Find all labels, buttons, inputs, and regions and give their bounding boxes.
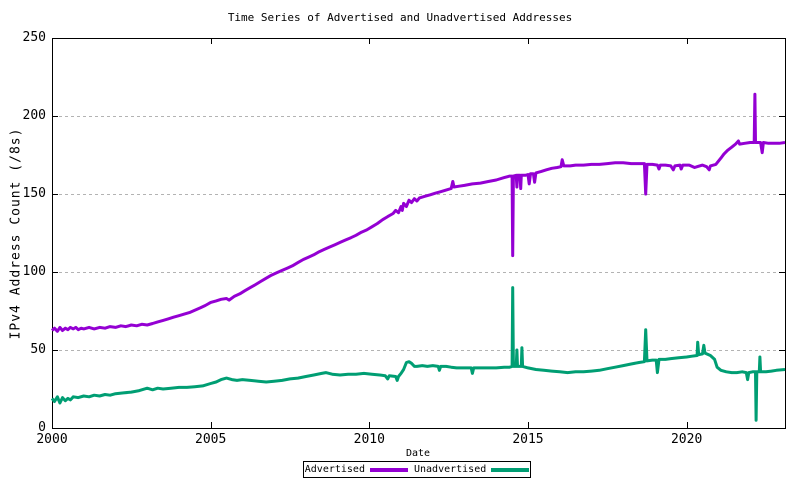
x-tick-label: 2000 [36, 432, 68, 447]
x-tick-label: 2005 [195, 432, 227, 447]
legend-entry-advertised: Advertised [305, 462, 408, 477]
x-tick-label: 2010 [353, 432, 385, 447]
y-tick-label: 200 [22, 108, 46, 123]
plot-border [52, 38, 786, 429]
y-tick-label: 250 [22, 30, 46, 45]
x-tick-label: 2020 [670, 432, 703, 447]
y-tick-label: 100 [22, 264, 46, 279]
y-tick-label: 0 [38, 420, 46, 435]
unadvertised-line-swatch [491, 467, 530, 472]
legend: Advertised Unadvertised [303, 461, 531, 478]
unadvertised-line [50, 286, 786, 422]
legend-entry-unadvertised: Unadvertised [413, 462, 530, 477]
x-tick-label: 2015 [512, 432, 544, 447]
chart-title: Time Series of Advertised and Unadvertis… [227, 11, 573, 24]
legend-label-advertised: Advertised [304, 464, 365, 475]
advertised-line [50, 92, 786, 333]
x-axis-label: Date [405, 448, 431, 459]
y-tick-label: 50 [30, 342, 46, 357]
legend-label-unadvertised: Unadvertised [413, 464, 487, 475]
advertised-line-swatch [369, 467, 408, 472]
y-tick-label: 150 [22, 186, 46, 201]
